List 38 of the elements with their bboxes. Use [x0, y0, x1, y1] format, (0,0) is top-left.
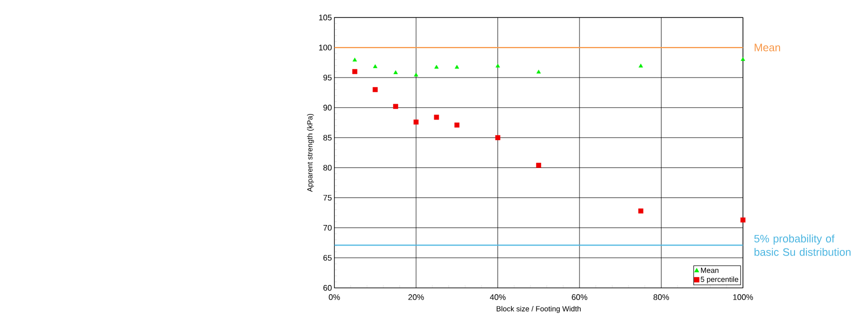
point — [536, 70, 541, 74]
point — [536, 162, 542, 168]
point — [414, 119, 419, 124]
ref-line-label: 5% probability of basic Su distribution — [754, 234, 851, 256]
y-tick-label: 65 — [323, 254, 332, 261]
point — [393, 104, 398, 109]
point — [740, 56, 746, 61]
y-tick-label: 70 — [323, 224, 332, 230]
y-tick-label: 100 — [319, 44, 332, 50]
y-tick-label: 90 — [323, 104, 332, 110]
x-tick-label: 20% — [408, 294, 424, 300]
x-tick-label: 0% — [328, 294, 340, 300]
y-tick-label: 80 — [323, 164, 332, 170]
point — [393, 70, 398, 74]
x-tick-label: 100% — [733, 294, 753, 300]
x-tick-label: 80% — [654, 294, 669, 300]
point — [495, 135, 500, 140]
point — [454, 122, 460, 128]
y-tick-label: 85 — [323, 134, 332, 140]
point — [373, 64, 378, 68]
y-tick-label: 95 — [323, 74, 332, 80]
point — [434, 114, 439, 120]
point — [740, 217, 746, 222]
x-tick-label: 60% — [572, 294, 588, 300]
ref-line-label: Mean — [754, 44, 780, 52]
point — [414, 72, 418, 76]
point — [638, 208, 644, 214]
y-tick-label: 75 — [323, 194, 332, 200]
point — [434, 64, 439, 69]
x-tick-label: 40% — [490, 294, 506, 300]
point — [638, 64, 643, 68]
point — [352, 68, 358, 74]
point — [372, 86, 378, 92]
y-tick-label: 60 — [323, 284, 332, 291]
y-tick-label: 105 — [319, 14, 332, 20]
point — [454, 64, 460, 69]
point — [352, 58, 357, 62]
point — [496, 64, 500, 68]
